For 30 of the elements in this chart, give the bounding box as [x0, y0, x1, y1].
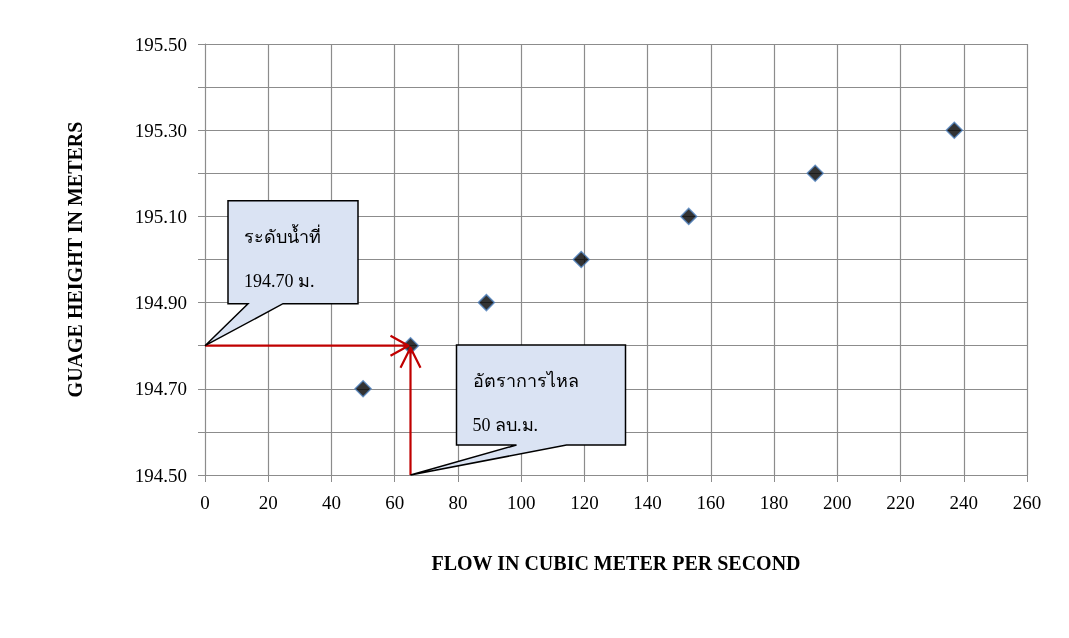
point [477, 293, 496, 312]
y-tick-label: 195.30 [134, 119, 187, 141]
y-tick-label: 194.90 [134, 292, 187, 314]
point [806, 164, 824, 183]
y-axis-title: GUAGE HEIGHT IN METERS [64, 121, 86, 398]
text: ระดับน้ำที่ 194.70 ม. [244, 226, 321, 291]
y-tick-label: 195.50 [134, 33, 187, 55]
point [679, 207, 698, 226]
x-tick-label: 160 [696, 492, 726, 513]
x-tick-label: 140 [633, 492, 662, 513]
x-tick-label: 40 [321, 492, 341, 513]
point [945, 121, 964, 139]
x-tick-label: 100 [506, 492, 536, 513]
x-tick-label: 0 [200, 492, 210, 513]
y-tick-label: 194.50 [134, 464, 187, 486]
x-axis-title: FLOW IN CUBIC METER PER SECOND [431, 552, 801, 574]
y-tick-label: 195.10 [134, 205, 187, 227]
point [572, 250, 590, 269]
x-tick-label: 120 [570, 492, 599, 513]
x-tick-label: 260 [1012, 492, 1042, 513]
x-tick-label: 200 [823, 492, 852, 513]
x-tick-label: 220 [886, 492, 915, 513]
x-tick-label: 80 [448, 492, 468, 513]
x-tick-label: 20 [258, 492, 278, 513]
x-tick-label: 60 [385, 492, 405, 513]
x-tick-label: 180 [759, 492, 789, 513]
y-tick-label: 194.70 [134, 378, 187, 400]
text: อัตราการไหล 50 ลบ.ม. [472, 371, 579, 435]
point [354, 380, 372, 398]
x-tick-label: 240 [949, 492, 979, 513]
